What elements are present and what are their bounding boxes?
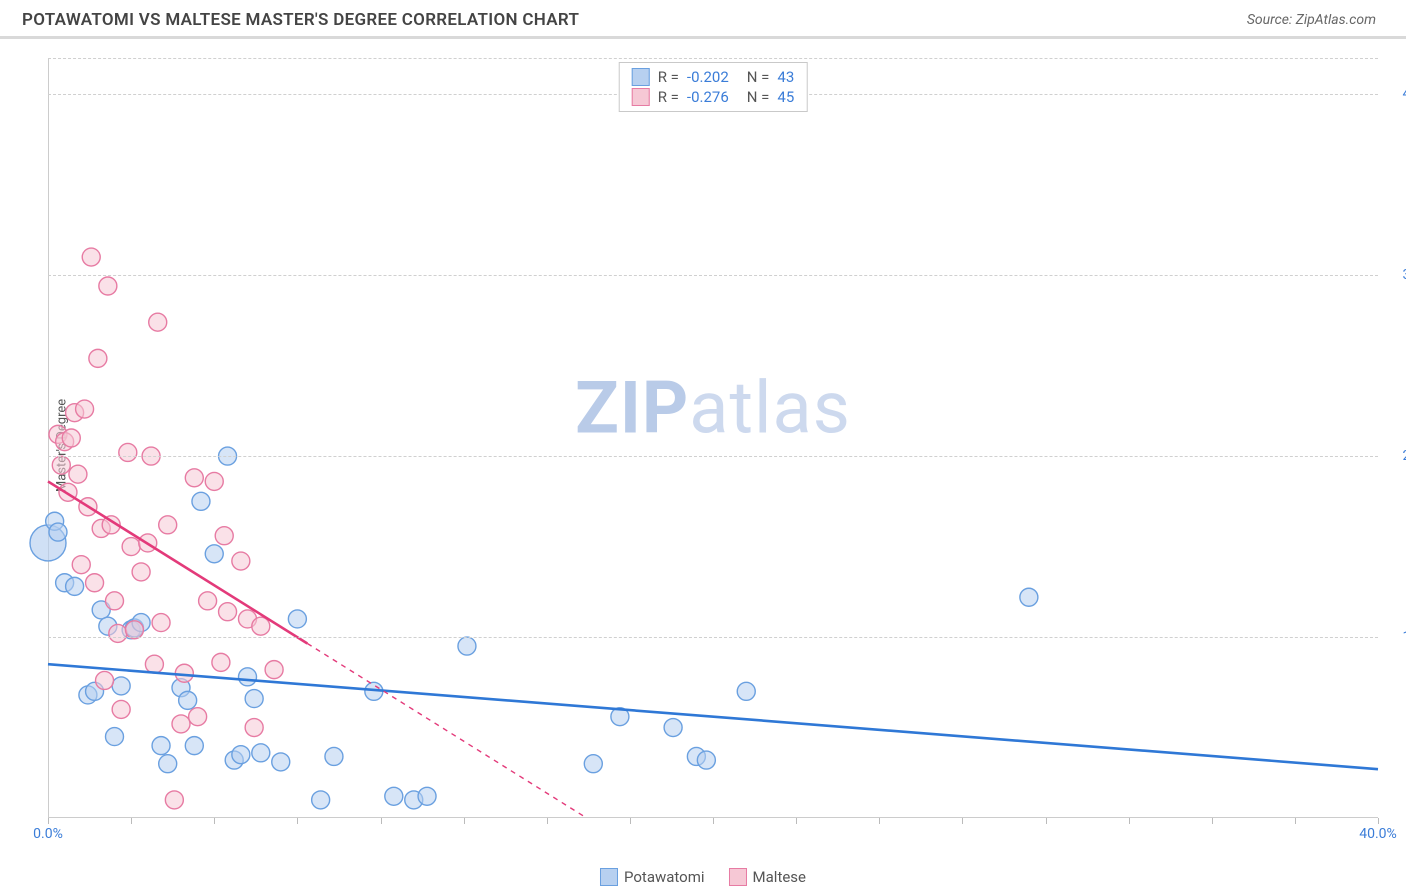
source-label: Source: ZipAtlas.com — [1247, 12, 1376, 28]
legend-label: Maltese — [753, 868, 806, 886]
x-tick — [48, 818, 49, 824]
swatch-potawatomi — [632, 68, 650, 86]
x-tick — [630, 818, 631, 824]
r-value-potawatomi: -0.202 — [687, 68, 729, 86]
correlation-legend: R = -0.202 N = 43 R = -0.276 N = 45 — [619, 62, 808, 112]
grid-line — [48, 58, 1378, 59]
grid-line — [48, 456, 1378, 457]
n-value-maltese: 45 — [777, 88, 794, 106]
x-tick — [962, 818, 963, 824]
chart-title: POTAWATOMI VS MALTESE MASTER'S DEGREE CO… — [22, 10, 579, 30]
x-tick — [214, 818, 215, 824]
legend-item-maltese: Maltese — [729, 868, 806, 886]
legend-item-potawatomi: Potawatomi — [600, 868, 705, 886]
swatch-icon — [600, 868, 618, 886]
x-tick — [713, 818, 714, 824]
chart-area: Master's Degree ZIPatlas 10.0%20.0%30.0%… — [48, 58, 1378, 818]
x-tick — [131, 818, 132, 824]
x-tick — [464, 818, 465, 824]
n-value-potawatomi: 43 — [777, 68, 794, 86]
legend-label: Potawatomi — [624, 868, 705, 886]
y-tick-label: 10.0% — [1402, 629, 1406, 645]
grid-line — [48, 275, 1378, 276]
legend-row-potawatomi: R = -0.202 N = 43 — [632, 67, 795, 87]
x-tick — [381, 818, 382, 824]
swatch-icon — [729, 868, 747, 886]
x-tick-label: 40.0% — [1359, 826, 1397, 842]
series-legend: Potawatomi Maltese — [600, 868, 806, 886]
x-tick — [1212, 818, 1213, 824]
y-tick-label: 20.0% — [1402, 448, 1406, 464]
legend-row-maltese: R = -0.276 N = 45 — [632, 87, 795, 107]
x-tick — [796, 818, 797, 824]
x-tick — [1129, 818, 1130, 824]
x-tick — [547, 818, 548, 824]
plot-region: 10.0%20.0%30.0%40.0%0.0%40.0% — [48, 58, 1378, 818]
y-tick-label: 40.0% — [1402, 86, 1406, 102]
plot-svg — [48, 58, 1378, 818]
y-tick-label: 30.0% — [1402, 267, 1406, 283]
x-tick — [1295, 818, 1296, 824]
x-tick — [297, 818, 298, 824]
swatch-maltese — [632, 88, 650, 106]
x-tick — [1378, 818, 1379, 824]
chart-header: POTAWATOMI VS MALTESE MASTER'S DEGREE CO… — [0, 0, 1406, 39]
x-tick — [879, 818, 880, 824]
x-tick-label: 0.0% — [33, 826, 63, 842]
grid-line — [48, 637, 1378, 638]
x-tick — [1046, 818, 1047, 824]
r-value-maltese: -0.276 — [687, 88, 729, 106]
